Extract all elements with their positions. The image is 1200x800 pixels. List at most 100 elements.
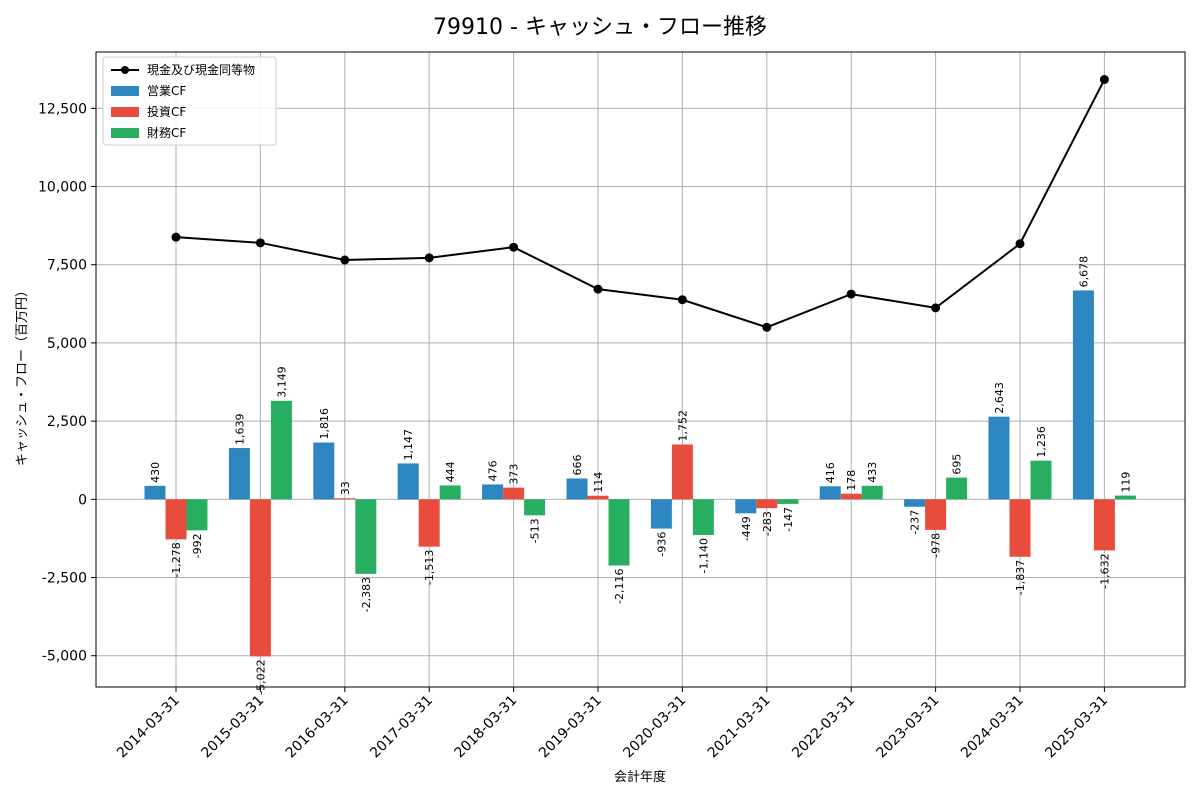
data-label: 3,149 (275, 366, 288, 398)
cash-balance-line (175, 79, 1106, 329)
data-label: 1,147 (402, 429, 415, 461)
bar (840, 493, 862, 500)
cash-balance-point (424, 253, 434, 263)
data-label: -1,513 (423, 550, 436, 585)
cash-balance-point (509, 242, 519, 252)
cash-balance-point (255, 238, 265, 248)
bar (566, 478, 588, 500)
data-label: 114 (592, 472, 605, 493)
bar (988, 416, 1010, 500)
bar (587, 495, 609, 500)
cash-balance-point (171, 232, 181, 242)
cash-balance-point (677, 295, 687, 305)
y-tick-label: -5,000 (42, 649, 87, 665)
bar (756, 499, 778, 509)
data-label: -5,022 (254, 659, 267, 694)
data-label: -449 (740, 516, 753, 541)
x-tick-label: 2016-03-31 (283, 693, 352, 762)
bar (355, 499, 377, 574)
x-tick-label: 2025-03-31 (1042, 693, 1111, 762)
cash-balance-line-group (171, 75, 1109, 332)
data-label: -1,632 (1098, 553, 1111, 588)
bar (482, 484, 504, 500)
bar (1114, 495, 1136, 500)
x-tick-label: 2020-03-31 (620, 693, 689, 762)
x-tick-label: 2018-03-31 (452, 693, 521, 762)
x-tick-label: 2014-03-31 (114, 693, 183, 762)
bar (144, 485, 166, 500)
bar (334, 498, 356, 500)
x-tick-label: 2015-03-31 (198, 693, 267, 762)
data-label: 416 (824, 462, 837, 483)
data-label: 695 (951, 454, 964, 475)
data-label: 6,678 (1077, 256, 1090, 288)
legend-label: 営業CF (147, 84, 186, 98)
data-label: 119 (1119, 472, 1132, 493)
legend-label: 現金及び現金同等物 (147, 62, 255, 77)
bar (1009, 499, 1031, 557)
legend-swatch (111, 107, 139, 117)
data-label: 433 (866, 462, 879, 483)
data-label: 33 (339, 481, 352, 495)
bar (777, 499, 799, 504)
data-label: -1,837 (1014, 560, 1027, 595)
cash-balance-point (1099, 75, 1109, 85)
bar (1072, 290, 1094, 500)
x-axis-title: 会計年度 (614, 769, 666, 785)
y-tick-label: 0 (78, 492, 87, 508)
data-label: 476 (487, 460, 500, 481)
bar (249, 499, 271, 657)
legend-label: 財務CF (147, 125, 186, 140)
bar (270, 400, 292, 500)
data-label: 1,752 (676, 410, 689, 442)
bar (671, 444, 693, 500)
data-label: -1,278 (170, 542, 183, 577)
y-tick-label: 10,000 (38, 180, 87, 196)
bar (650, 499, 672, 529)
data-label: 373 (508, 464, 521, 485)
data-label: -936 (655, 532, 668, 557)
data-label: -2,383 (360, 577, 373, 612)
data-label: -283 (761, 511, 774, 536)
bar (608, 499, 630, 566)
cash-balance-point (1015, 239, 1025, 249)
x-tick-label: 2024-03-31 (958, 693, 1027, 762)
y-tick-label: 7,500 (47, 258, 87, 274)
x-tick-label: 2022-03-31 (789, 693, 858, 762)
bar (1030, 460, 1052, 500)
x-tick-label: 2021-03-31 (705, 693, 774, 762)
data-label: 1,816 (318, 408, 331, 440)
y-tick-label: -2,500 (42, 571, 87, 587)
data-label: -1,140 (697, 538, 710, 573)
data-label: 430 (149, 462, 162, 483)
bar (503, 487, 525, 500)
data-label: 2,643 (993, 382, 1006, 414)
bar (1093, 499, 1115, 551)
bar (692, 499, 714, 535)
y-tick-label: 12,500 (38, 101, 87, 117)
legend-line-marker (121, 66, 129, 74)
bar (946, 477, 968, 500)
x-tick-label: 2023-03-31 (874, 693, 943, 762)
legend-swatch (111, 128, 139, 138)
data-label: 444 (444, 461, 457, 482)
data-label: -992 (191, 533, 204, 558)
data-label: -2,116 (613, 569, 626, 604)
bar (904, 499, 926, 507)
bar (439, 485, 461, 500)
bar (819, 486, 841, 500)
bar (418, 499, 440, 547)
bar (186, 499, 208, 531)
x-tick-label: 2017-03-31 (367, 693, 436, 762)
bars (144, 290, 1136, 657)
data-label: 178 (845, 470, 858, 491)
bar (861, 485, 883, 500)
axes: -5,000 -2,500 0 2,500 5,000 7,500 10,000 12,500… (38, 101, 1111, 761)
cash-balance-point (931, 303, 941, 313)
y-tick-label: 2,500 (47, 414, 87, 430)
bar (735, 499, 757, 514)
legend-label: 投資CF (147, 104, 186, 119)
cash-balance-point (846, 289, 856, 299)
